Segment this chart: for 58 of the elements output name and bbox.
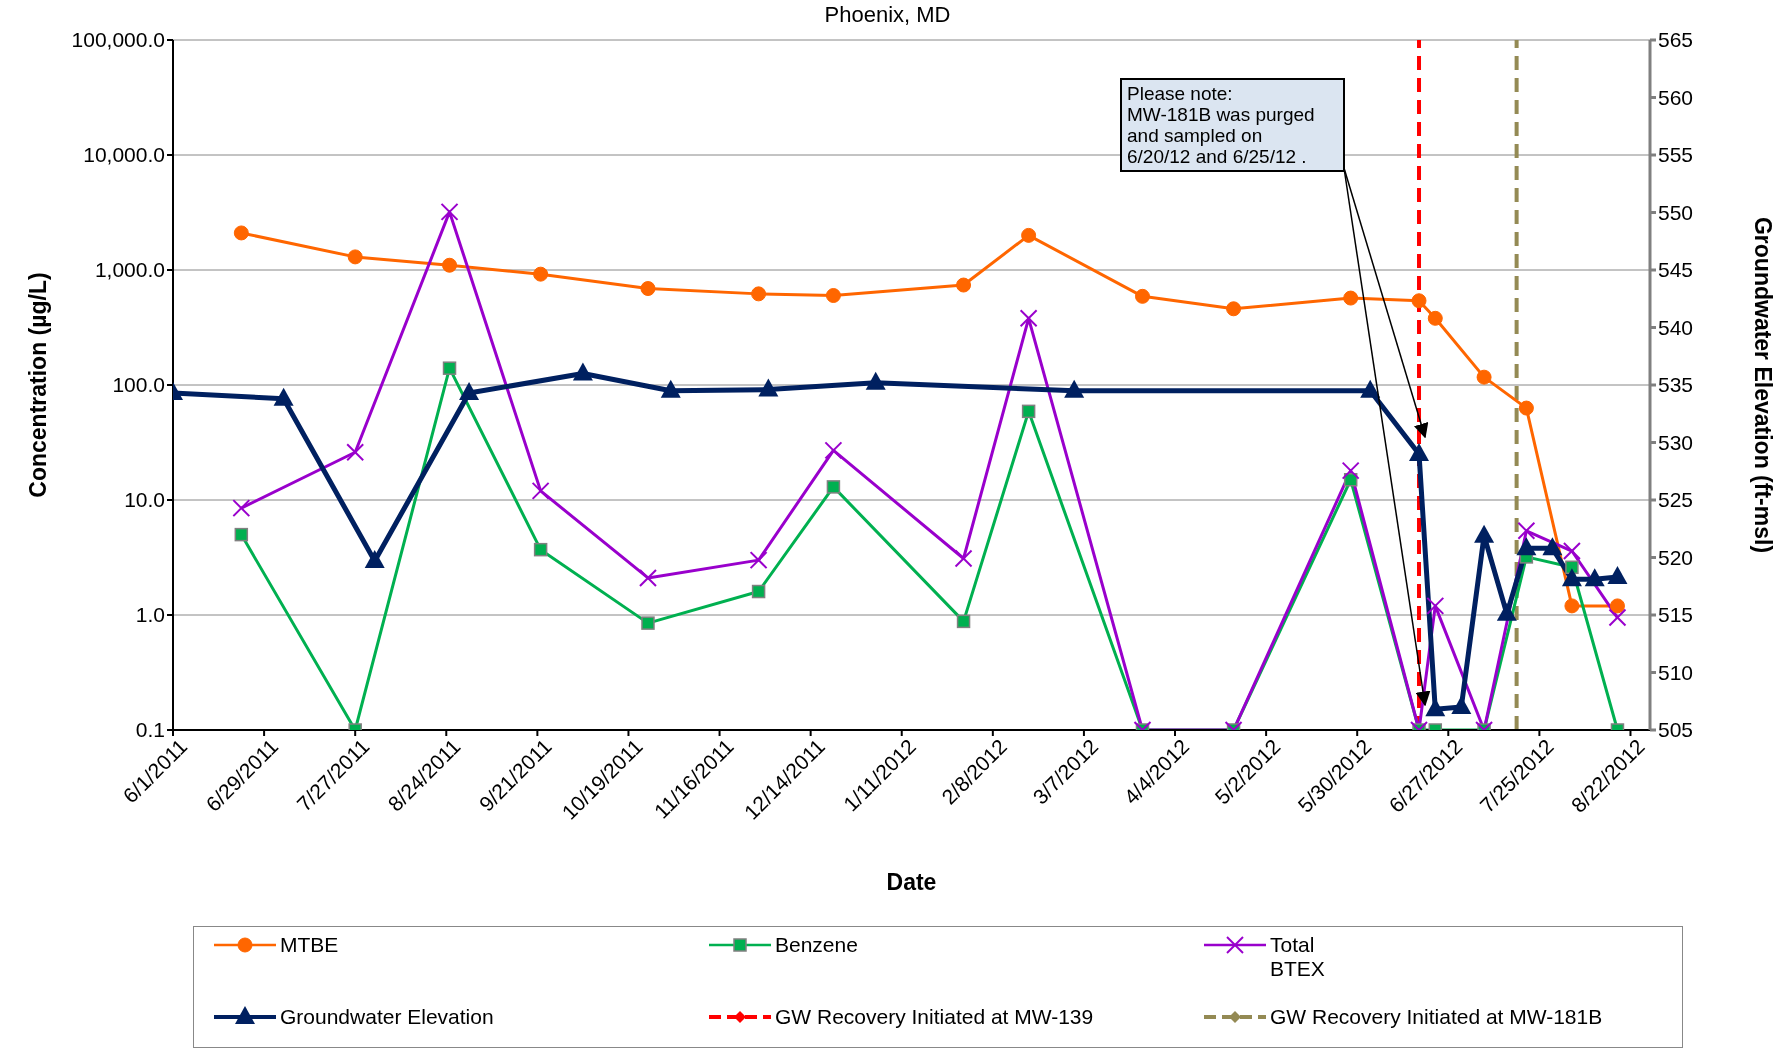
point <box>1021 404 1036 419</box>
point <box>1134 288 1150 304</box>
legend-label: MTBE <box>280 933 339 957</box>
y2-tick-label: 530 <box>1658 430 1694 454</box>
y-tick-label: 1.0 <box>135 603 165 627</box>
y2-tick-label: 505 <box>1658 718 1694 742</box>
y2-tick-label: 525 <box>1658 488 1694 512</box>
point <box>751 286 767 302</box>
legend-label: GW Recovery Initiated at MW-139 <box>775 1005 1094 1029</box>
point <box>1427 310 1443 326</box>
y2-tick-label: 515 <box>1658 603 1694 627</box>
point <box>826 480 841 494</box>
point <box>751 584 766 599</box>
y-tick-label: 100,000.0 <box>71 28 165 52</box>
point <box>533 542 548 557</box>
y2-tick-label: 535 <box>1658 373 1694 397</box>
y-axis-title: Concentration (µg/L) <box>25 272 52 498</box>
y-tick-label: 10,000.0 <box>83 143 165 167</box>
point <box>1518 400 1534 416</box>
point <box>1564 598 1580 614</box>
point <box>1476 369 1492 385</box>
y2-tick-label: 510 <box>1658 660 1694 684</box>
point <box>956 614 971 629</box>
point <box>1343 290 1359 306</box>
point <box>1411 293 1427 309</box>
point <box>234 527 249 542</box>
point <box>233 225 249 241</box>
y-tick-label: 100.0 <box>112 373 165 397</box>
point <box>1565 560 1579 575</box>
y2-tick-label: 550 <box>1658 200 1694 224</box>
point <box>641 616 655 630</box>
point <box>1609 598 1625 614</box>
point <box>956 277 972 293</box>
legend-label: Benzene <box>775 933 858 957</box>
point <box>1021 227 1037 243</box>
y-tick-label: 1,000.0 <box>94 258 165 282</box>
point <box>533 266 549 282</box>
y2-tick-label: 545 <box>1658 258 1694 282</box>
x-axis-title: Date <box>886 869 937 895</box>
chart-title: Phoenix, MD <box>823 2 952 28</box>
y2-tick-label: 540 <box>1658 315 1694 339</box>
point <box>442 361 457 375</box>
annotation: Please note: MW-181B was purged and sampled on 6/20/12 and 6/25/12 . <box>1120 78 1345 172</box>
y2-tick-label: 520 <box>1658 545 1694 569</box>
y-tick-label: 10.0 <box>124 488 165 512</box>
point <box>1226 301 1242 317</box>
legend-label: Total BTEX <box>1270 933 1326 981</box>
y2-axis-title: Groundwater Elevation (ft-msl) <box>1749 216 1775 554</box>
legend-label: GW Recovery Initiated at MW-181B <box>1270 1005 1603 1029</box>
point <box>640 281 656 297</box>
y2-tick-label: 560 <box>1658 85 1694 109</box>
point <box>442 257 458 273</box>
y2-tick-label: 565 <box>1658 28 1694 52</box>
point <box>825 288 841 304</box>
y-tick-label: 0.1 <box>135 718 165 742</box>
legend-label: Groundwater Elevation <box>280 1005 494 1029</box>
point <box>347 249 363 265</box>
y2-tick-label: 555 <box>1658 143 1694 167</box>
